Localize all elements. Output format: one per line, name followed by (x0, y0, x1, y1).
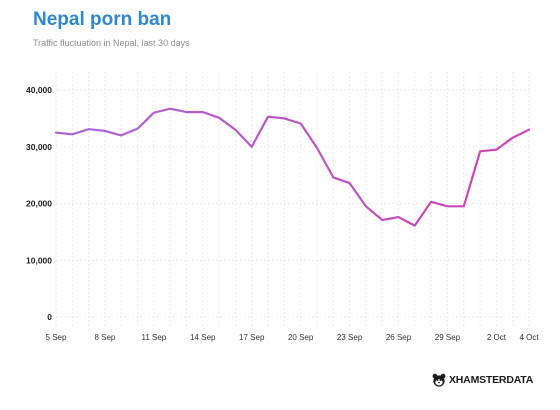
data-point (414, 225, 416, 227)
brand-wordmark: XHAMSTERDATA (449, 374, 534, 386)
x-tick-label: 14 Sep (190, 333, 216, 342)
data-point (71, 133, 73, 135)
data-point (283, 117, 285, 119)
data-point (463, 205, 465, 207)
y-tick-label: 30,000 (26, 142, 52, 152)
y-tick-label: 20,000 (26, 199, 52, 209)
brand-logo: XHAMSTERDATA (432, 373, 533, 387)
data-point (381, 219, 383, 221)
y-tick-label: 10,000 (26, 255, 52, 265)
x-tick-label: 4 Oct (519, 333, 539, 342)
data-point (267, 116, 269, 118)
data-point (430, 201, 432, 203)
data-point (495, 148, 497, 150)
x-tick-label: 20 Sep (288, 333, 314, 342)
data-point (348, 182, 350, 184)
traffic-line (54, 107, 531, 227)
x-tick-label: 26 Sep (386, 333, 412, 342)
chart-axes: 0 10,000 20,000 30,000 40,000 5 Sep 8 Sep 11 Se… (26, 85, 539, 342)
data-point (446, 205, 448, 207)
data-point (251, 146, 253, 148)
x-tick-label: 17 Sep (239, 333, 265, 342)
data-point (332, 176, 334, 178)
chart-subtitle: Traffic fluctuation in Nepal, last 30 da… (33, 38, 190, 48)
x-tick-label: 8 Sep (94, 333, 115, 342)
x-tick-label: 23 Sep (337, 333, 363, 342)
x-tick-label: 29 Sep (435, 333, 461, 342)
data-point (528, 129, 530, 131)
data-point (185, 111, 187, 113)
chart-title: Nepal porn ban (33, 9, 172, 30)
x-tick-label: 11 Sep (141, 333, 166, 342)
data-point (136, 127, 138, 129)
data-point (88, 128, 90, 130)
data-point (104, 130, 106, 132)
data-point (316, 147, 318, 149)
data-point (120, 134, 122, 136)
data-point (512, 137, 514, 139)
chart-grid (55, 72, 531, 326)
data-point (55, 131, 57, 133)
chart-series (54, 107, 531, 227)
data-point (153, 112, 155, 114)
data-point (365, 205, 367, 207)
data-point (234, 129, 236, 131)
x-tick-label: 5 Sep (46, 333, 67, 342)
data-point (479, 150, 481, 152)
data-point (169, 108, 171, 110)
data-point (218, 117, 220, 119)
x-tick-label: 2 Oct (487, 333, 507, 342)
y-tick-label: 40,000 (26, 85, 52, 95)
data-point (397, 216, 399, 218)
data-point (202, 111, 204, 113)
data-point (300, 122, 302, 124)
hamster-logo-icon (432, 373, 446, 387)
y-tick-label: 0 (47, 312, 52, 322)
